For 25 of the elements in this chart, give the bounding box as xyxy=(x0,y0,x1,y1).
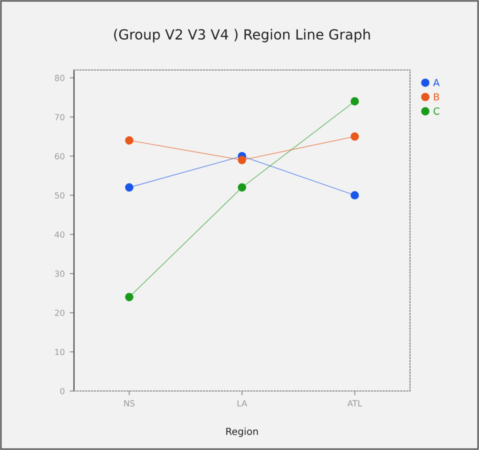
y-tick-label: 60 xyxy=(54,153,64,160)
point xyxy=(125,136,134,145)
x-tick-label: NS xyxy=(124,400,135,406)
y-tick-label: 70 xyxy=(55,114,64,120)
y-tick-label: 30 xyxy=(55,270,64,277)
x-tick-label: ATL xyxy=(347,400,362,406)
point xyxy=(350,97,359,106)
point xyxy=(125,292,134,302)
y-tick-label: 20 xyxy=(54,310,64,316)
legend-label: C xyxy=(434,107,440,115)
point xyxy=(238,183,246,192)
legend-label: B xyxy=(434,93,440,100)
point xyxy=(350,191,359,200)
y-tick-label: 0 xyxy=(60,388,64,394)
point xyxy=(125,183,134,192)
y-tick-label: 50 xyxy=(55,192,64,199)
y-tick-label: 80 xyxy=(54,74,64,82)
legend-label: A xyxy=(433,79,440,86)
x-axis-title: Region xyxy=(226,428,258,437)
x-tick-label: LA xyxy=(238,400,248,406)
y-tick-label: 40 xyxy=(54,231,64,238)
point xyxy=(238,156,246,164)
point xyxy=(350,132,359,141)
chart-title: (Group V2 V3 V4 ) Region Line Graph xyxy=(114,28,370,42)
y-tick-label: 10 xyxy=(55,348,64,356)
